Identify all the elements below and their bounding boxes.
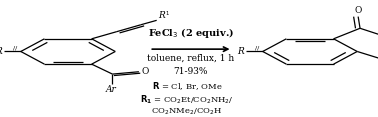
Text: $^1$: $^1$ xyxy=(165,11,170,20)
Text: 71-93%: 71-93% xyxy=(174,67,208,76)
Text: R: R xyxy=(237,47,244,56)
Text: O: O xyxy=(355,6,362,15)
Text: R: R xyxy=(159,11,165,20)
Text: R: R xyxy=(0,47,2,56)
Text: CO$_2$NMe$_2$/CO$_2$H: CO$_2$NMe$_2$/CO$_2$H xyxy=(152,106,223,117)
Text: //: // xyxy=(255,46,259,51)
Text: O: O xyxy=(142,67,149,76)
Text: Ar: Ar xyxy=(105,85,116,94)
Text: //: // xyxy=(13,46,17,51)
Text: toluene, reflux, 1 h: toluene, reflux, 1 h xyxy=(147,54,234,63)
Text: FeCl$_3$ (2 equiv.): FeCl$_3$ (2 equiv.) xyxy=(148,26,234,40)
Text: $\bf{R}$ = Cl, Br, OMe: $\bf{R}$ = Cl, Br, OMe xyxy=(152,81,222,92)
Text: $\bf{R_1}$ = CO$_2$Et/CO$_2$NH$_2$/: $\bf{R_1}$ = CO$_2$Et/CO$_2$NH$_2$/ xyxy=(140,94,234,106)
